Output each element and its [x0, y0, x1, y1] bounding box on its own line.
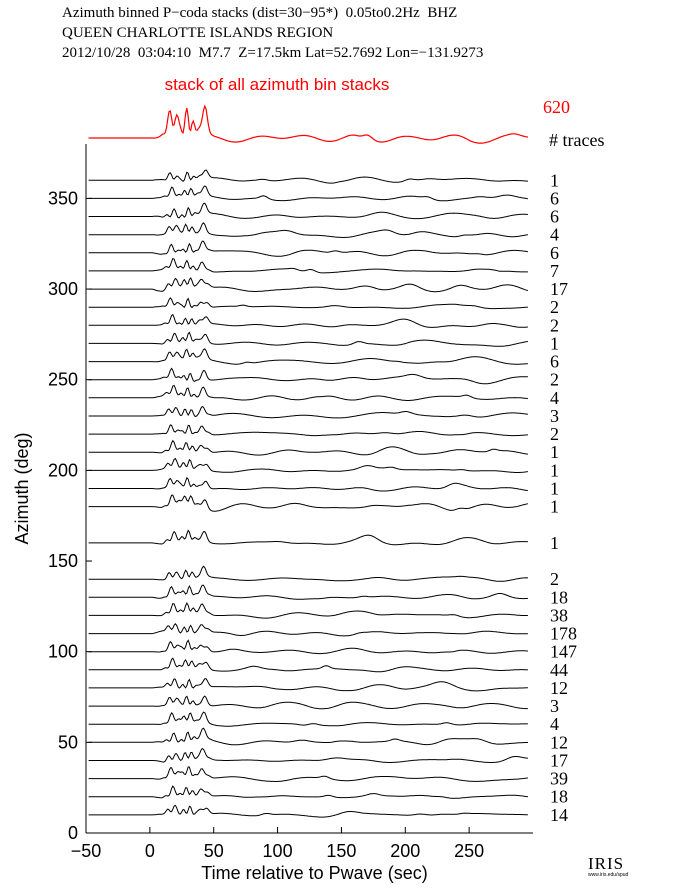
azimuth-trace	[88, 348, 528, 365]
azimuth-trace	[88, 678, 528, 692]
trace-count-label: 12	[550, 678, 568, 698]
azimuth-trace	[88, 785, 528, 799]
trace-count-label: 14	[550, 805, 568, 825]
x-tick-label: 50	[204, 841, 224, 861]
x-tick-label: 100	[263, 841, 293, 861]
azimuth-trace	[88, 584, 528, 600]
trace-count-label: 2	[550, 569, 559, 589]
x-tick-label: 200	[390, 841, 420, 861]
trace-count-label: 1	[550, 533, 559, 553]
azimuth-trace	[88, 623, 528, 637]
azimuth-trace	[88, 222, 529, 238]
x-tick-label: 0	[145, 841, 155, 861]
trace-count-label: 44	[550, 660, 568, 680]
y-tick-label: 150	[48, 551, 78, 571]
iris-logo: IRIS www.iris.edu/spud	[588, 854, 628, 878]
azimuth-trace	[88, 405, 528, 419]
trace-count-label: 1	[550, 333, 559, 353]
azimuth-trace	[88, 257, 528, 274]
title-line-2: QUEEN CHARLOTTE ISLANDS REGION	[62, 25, 334, 41]
azimuth-trace	[88, 747, 528, 763]
azimuth-trace	[88, 313, 528, 328]
trace-count-label: 18	[550, 587, 568, 607]
trace-count-label: 147	[550, 642, 577, 662]
x-axis-label: Time relative to Pwave (sec)	[201, 863, 427, 883]
trace-count-label: 1	[550, 170, 559, 190]
azimuth-trace	[88, 695, 528, 710]
azimuth-trace	[88, 804, 528, 818]
trace-count-label: 2	[550, 424, 559, 444]
y-tick-label: 300	[48, 279, 78, 299]
azimuth-trace	[88, 169, 528, 184]
y-tick-label: 100	[48, 642, 78, 662]
y-axis-label: Azimuth (deg)	[12, 432, 32, 544]
trace-count-label: 3	[550, 406, 559, 426]
trace-count-label: 4	[550, 388, 559, 408]
azimuth-trace	[88, 240, 528, 257]
iris-logo-url: www.iris.edu/spud	[588, 872, 629, 878]
trace-count-label: 1	[550, 497, 559, 517]
x-tick-label: 250	[454, 841, 484, 861]
trace-count-label: 2	[550, 370, 559, 390]
azimuth-trace	[88, 384, 528, 401]
azimuth-trace	[88, 297, 528, 310]
trace-count-label: 1	[550, 479, 559, 499]
trace-count-label: 17	[550, 279, 568, 299]
trace-count-label: 6	[550, 188, 559, 208]
trace-count-label: 7	[550, 261, 559, 281]
azimuth-trace	[88, 711, 528, 727]
azimuth-trace	[88, 185, 528, 202]
y-tick-label: 50	[58, 732, 78, 752]
stack-trace	[88, 104, 528, 144]
azimuth-trace	[88, 565, 528, 582]
azimuth-trace	[88, 276, 529, 293]
title-line-1: Azimuth binned P−coda stacks (dist=30−95…	[62, 5, 458, 21]
azimuth-trace	[88, 476, 528, 492]
azimuth-trace	[88, 367, 528, 385]
trace-count-label: 6	[550, 243, 559, 263]
traces-header: # traces	[549, 130, 604, 150]
trace-count-label: 12	[550, 732, 568, 752]
azimuth-trace	[88, 766, 528, 782]
y-tick-label: 250	[48, 370, 78, 390]
azimuth-trace	[88, 424, 528, 437]
trace-count-label: 6	[550, 207, 559, 227]
azimuth-trace	[88, 202, 528, 220]
trace-count-label: 1	[550, 460, 559, 480]
trace-count-label: 39	[550, 769, 568, 789]
azimuth-trace	[88, 602, 528, 619]
azimuth-trace	[88, 727, 528, 746]
iris-logo-text: IRIS	[588, 854, 625, 873]
azimuth-trace	[88, 529, 528, 546]
trace-count-label: 17	[550, 750, 568, 770]
azimuth-trace	[88, 657, 528, 673]
x-tick-label: −50	[71, 841, 102, 861]
y-tick-label: 200	[48, 460, 78, 480]
azimuth-trace	[88, 331, 528, 347]
trace-count-label: 3	[550, 696, 559, 716]
trace-count-label: 38	[550, 605, 568, 625]
azimuth-trace	[88, 639, 528, 655]
title-line-3: 2012/10/28 03:04:10 M7.7 Z=17.5km Lat=52…	[62, 45, 484, 61]
azimuth-trace	[88, 439, 528, 456]
trace-count-label: 1	[550, 442, 559, 462]
y-tick-label: 0	[68, 823, 78, 843]
trace-count-label: 18	[550, 787, 568, 807]
azimuth-trace	[88, 457, 528, 473]
trace-count-label: 2	[550, 297, 559, 317]
azimuth-trace	[88, 494, 529, 512]
trace-count-label: 4	[550, 225, 559, 245]
trace-count-label: 6	[550, 352, 559, 372]
y-tick-label: 350	[48, 188, 78, 208]
x-tick-label: 150	[326, 841, 356, 861]
stack-count: 620	[543, 97, 570, 117]
trace-count-label: 2	[550, 315, 559, 335]
trace-count-label: 178	[550, 624, 577, 644]
trace-count-label: 4	[550, 714, 559, 734]
stack-title: stack of all azimuth bin stacks	[165, 75, 390, 94]
